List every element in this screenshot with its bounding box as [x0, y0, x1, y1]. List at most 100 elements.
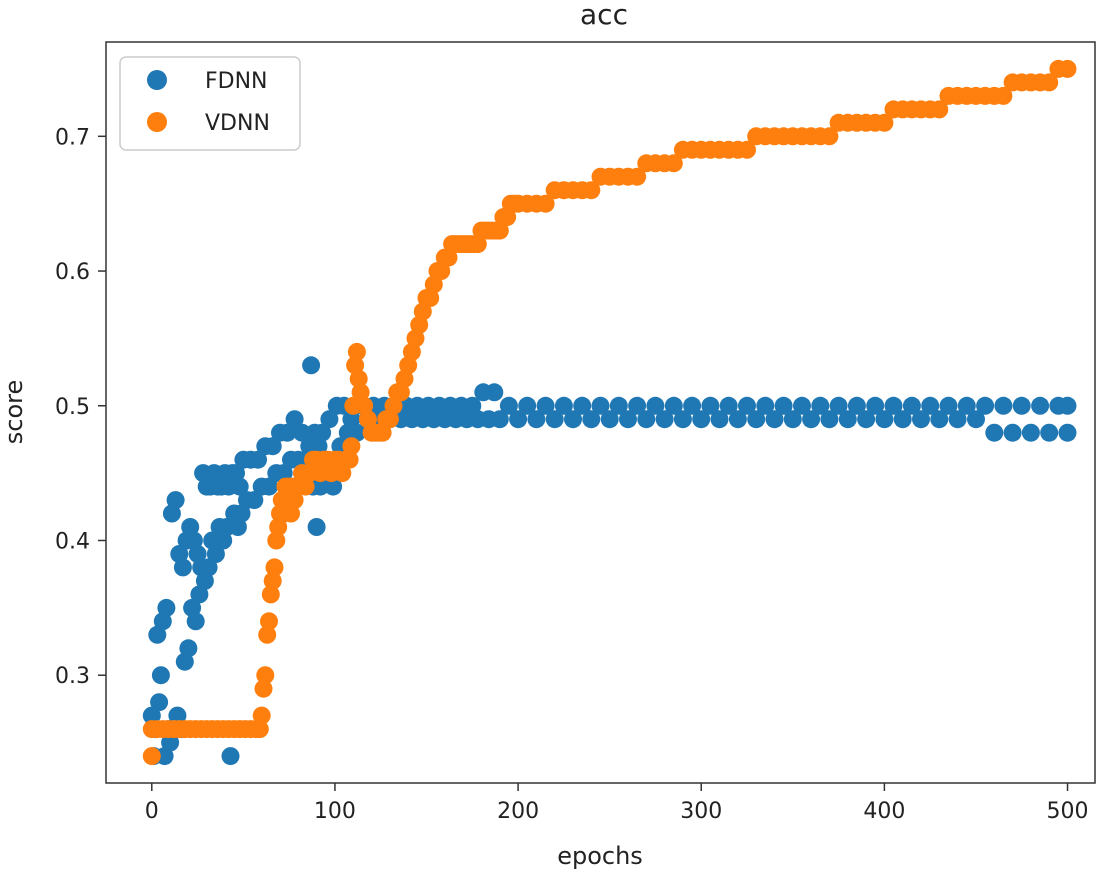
point-vdnn [402, 342, 421, 361]
point-vdnn [391, 383, 410, 402]
point-fdnn [1021, 423, 1040, 442]
point-fdnn [166, 491, 185, 510]
point-vdnn [346, 356, 365, 375]
point-fdnn [150, 693, 169, 712]
point-fdnn [274, 464, 293, 483]
y-tick-label: 0.5 [55, 395, 90, 420]
point-vdnn [875, 113, 894, 132]
point-vdnn [250, 720, 269, 739]
point-fdnn [206, 545, 225, 563]
point-fdnn [499, 396, 518, 415]
point-fdnn [249, 450, 267, 469]
point-vdnn [285, 491, 304, 510]
point-fdnn [302, 356, 321, 375]
point-fdnn [142, 706, 161, 725]
point-fdnn [342, 410, 361, 429]
point-vdnn [342, 437, 361, 456]
point-fdnn [545, 410, 564, 429]
point-fdnn [490, 410, 509, 429]
point-fdnn [190, 585, 209, 604]
point-fdnn [155, 747, 174, 766]
point-fdnn [1058, 423, 1077, 442]
point-fdnn [957, 396, 976, 415]
point-fdnn [230, 477, 249, 496]
series-vdnn [142, 59, 1077, 766]
point-fdnn [847, 396, 866, 415]
point-vdnn [351, 383, 370, 402]
point-fdnn [747, 410, 766, 429]
x-tick-label: 200 [497, 799, 539, 824]
point-fdnn [994, 396, 1013, 415]
point-fdnn [600, 410, 619, 429]
point-fdnn [820, 410, 839, 429]
point-vdnn [142, 747, 161, 766]
point-fdnn [921, 396, 940, 415]
point-fdnn [930, 410, 949, 429]
point-fdnn [554, 396, 573, 415]
point-fdnn [285, 410, 304, 429]
point-vdnn [406, 329, 425, 348]
point-fdnn [829, 396, 848, 415]
point-vdnn [261, 585, 280, 604]
point-vdnn [340, 450, 359, 469]
y-tick-label: 0.6 [55, 260, 90, 285]
x-tick-label: 400 [863, 799, 905, 824]
point-fdnn [793, 396, 811, 415]
point-fdnn [985, 423, 1004, 442]
point-fdnn [309, 437, 328, 456]
y-axis-label: score [0, 380, 28, 445]
legend-label-fdnn: FDNN [205, 69, 268, 94]
point-fdnn [765, 410, 784, 429]
chart-title: acc [580, 0, 628, 31]
y-tick-label: 0.3 [55, 664, 90, 689]
point-fdnn [214, 531, 233, 550]
point-fdnn [161, 733, 180, 752]
point-fdnn [228, 518, 247, 536]
point-fdnn [573, 396, 592, 415]
point-fdnn [976, 396, 995, 415]
point-vdnn [994, 86, 1013, 105]
point-fdnn [939, 396, 958, 415]
legend-label-vdnn: VDNN [205, 111, 270, 136]
point-fdnn [719, 396, 738, 415]
point-vdnn [267, 531, 286, 550]
point-fdnn [683, 396, 702, 415]
point-fdnn [893, 410, 912, 429]
x-tick-label: 100 [314, 799, 356, 824]
point-fdnn [838, 410, 857, 429]
point-vdnn [664, 154, 683, 173]
point-fdnn [181, 518, 200, 536]
point-fdnn [582, 410, 601, 429]
x-axis-label: epochs [557, 842, 643, 870]
point-fdnn [701, 396, 720, 415]
point-fdnn [756, 396, 775, 415]
point-vdnn [582, 181, 601, 200]
point-fdnn [509, 410, 528, 429]
point-fdnn [609, 396, 628, 415]
point-fdnn [1058, 396, 1077, 415]
point-fdnn [866, 396, 885, 415]
point-vdnn [256, 666, 275, 685]
point-vdnn [820, 127, 839, 146]
point-fdnn [902, 396, 921, 415]
point-fdnn [485, 383, 504, 402]
point-fdnn [811, 396, 830, 415]
point-vdnn [269, 518, 288, 536]
point-vdnn [738, 140, 756, 159]
point-vdnn [373, 423, 392, 442]
point-vdnn [490, 221, 509, 240]
point-fdnn [179, 639, 198, 658]
x-tick-label: 0 [145, 799, 159, 824]
point-fdnn [948, 410, 967, 429]
point-vdnn [930, 100, 949, 119]
point-fdnn [518, 396, 537, 415]
x-axis-ticks: 0 100 200 300 400 500 [145, 783, 1089, 824]
point-fdnn [637, 410, 656, 429]
point-fdnn [591, 396, 610, 415]
point-fdnn [151, 666, 170, 685]
point-vdnn [384, 396, 403, 415]
point-vdnn [254, 679, 273, 698]
point-fdnn [710, 410, 729, 429]
point-fdnn [307, 518, 326, 536]
